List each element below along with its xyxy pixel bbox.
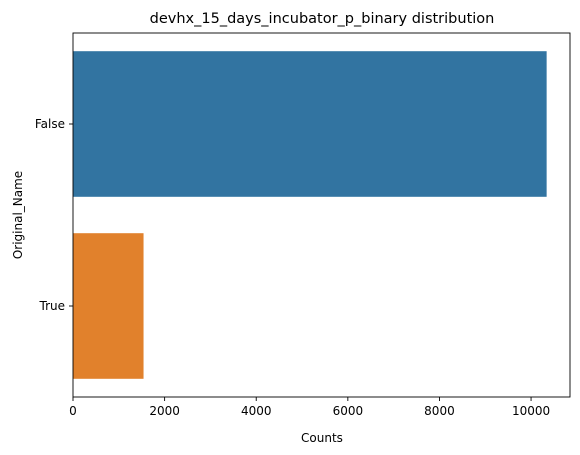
x-tick-label: 4000: [241, 404, 272, 418]
y-axis-label: Original_Name: [11, 171, 25, 259]
y-tick-label: False: [35, 117, 65, 131]
x-axis-ticks: 0 2000 4000 6000 8000 10000: [69, 397, 550, 418]
x-axis-label: Counts: [301, 431, 343, 445]
y-axis-ticks: False True: [35, 117, 73, 313]
bar-true: [73, 233, 144, 379]
x-tick-label: 10000: [512, 404, 550, 418]
x-tick-label: 0: [69, 404, 77, 418]
chart-title: devhx_15_days_incubator_p_binary distrib…: [150, 11, 495, 27]
plot-frame: [72, 32, 571, 398]
bar-false: [73, 51, 547, 197]
x-tick-label: 2000: [149, 404, 180, 418]
x-tick-label: 6000: [333, 404, 364, 418]
bars-group: [73, 51, 547, 379]
y-tick-label: True: [39, 299, 66, 313]
x-tick-label: 8000: [424, 404, 455, 418]
